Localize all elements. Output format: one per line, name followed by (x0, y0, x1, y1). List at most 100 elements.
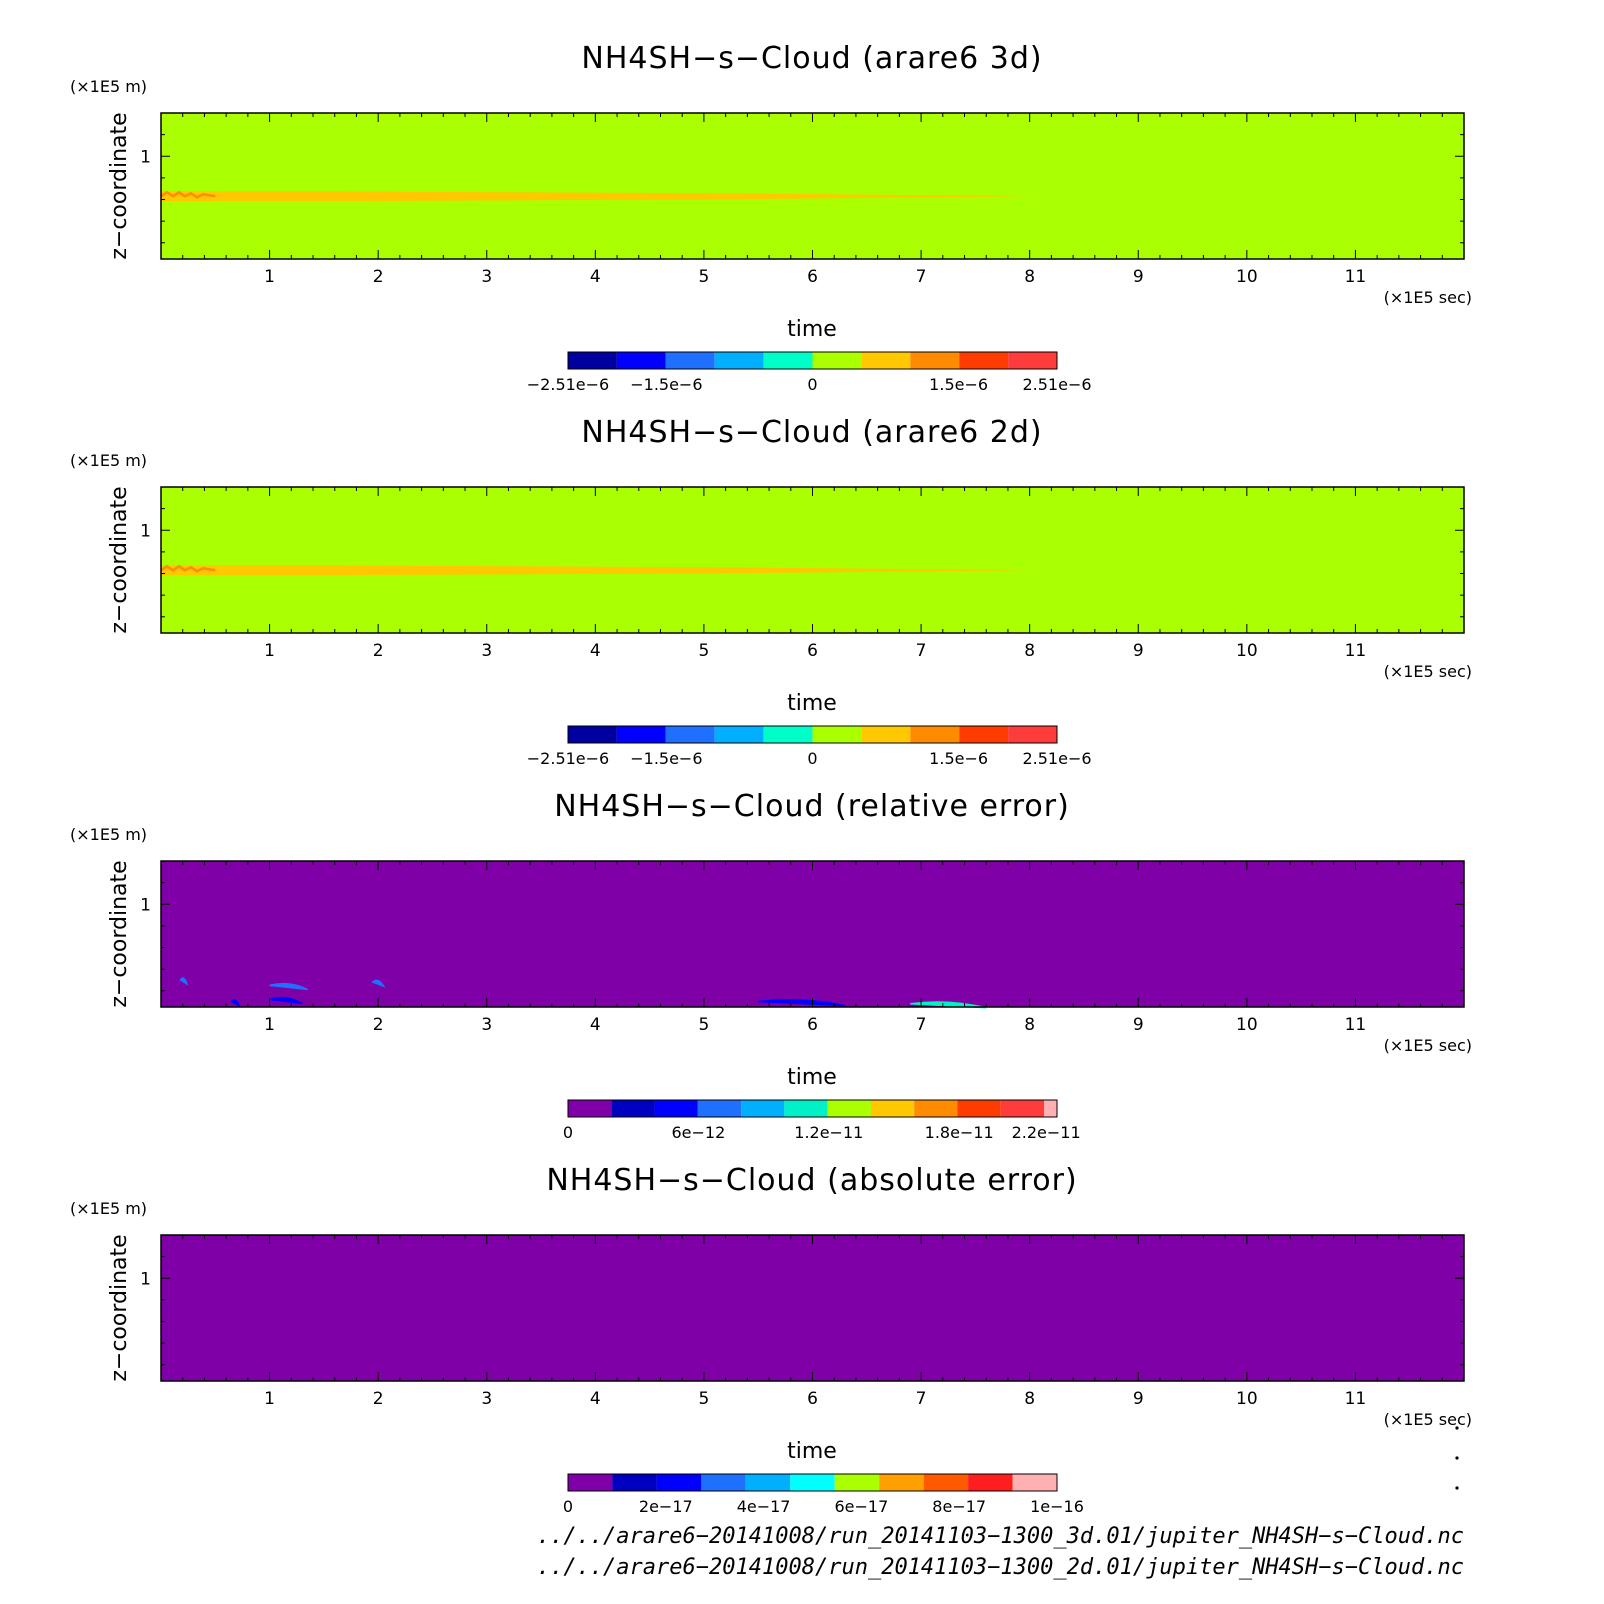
x-tick-label: 10 (1236, 267, 1258, 287)
x-tick-label: 4 (590, 267, 601, 287)
x-tick-label: 8 (1024, 1015, 1035, 1035)
colorbar-band (968, 1474, 1013, 1491)
colorbar-band (656, 1474, 702, 1491)
x-tick-label: 6 (807, 641, 818, 661)
x-tick-label: 8 (1024, 641, 1035, 661)
x-tick-label: 2 (373, 1015, 384, 1035)
x-tick-label: 9 (1133, 1389, 1144, 1409)
source-file-3d: ../../arare6−20141008/run_20141103−1300_… (536, 1524, 1464, 1549)
x-tick-label: 1 (264, 641, 275, 661)
colorbar-band (741, 1100, 785, 1117)
colorbar-band (665, 352, 715, 369)
colorbar-frame (567, 1099, 1058, 1118)
x-tick-label: 11 (1345, 1015, 1367, 1035)
x-axis-unit: (×1E5 sec) (1384, 1036, 1472, 1055)
y-tick-label: 1 (140, 895, 151, 915)
x-tick-label: 1 (264, 267, 275, 287)
colorbar-band (568, 726, 617, 743)
colorbar: 0 2e−17 4e−17 6e−17 8e−17 1e−16 (563, 1473, 1084, 1516)
colorbar-band (714, 352, 764, 369)
y-axis-label: z−coordinate (107, 1234, 132, 1381)
x-tick-label: 4 (590, 641, 601, 661)
colorbar-label: 1.5e−6 (929, 375, 988, 394)
plot-area (161, 861, 1464, 1007)
x-tick-label: 9 (1133, 267, 1144, 287)
x-tick-label: 7 (916, 641, 927, 661)
colorbar-label: 1.5e−6 (929, 749, 988, 768)
colorbar: −2.51e−6 −1.5e−6 0 1.5e−6 2.51e−6 (527, 725, 1092, 768)
y-axis-unit: (×1E5 m) (70, 825, 147, 844)
colorbar-frame (567, 725, 1058, 744)
colorbar-band (910, 726, 960, 743)
colorbar-label: 2e−17 (639, 1497, 693, 1516)
x-tick-label: 7 (916, 1015, 927, 1035)
colorbar-band (1008, 352, 1057, 369)
chart-title: NH4SH−s−Cloud (arare6 2d) (581, 415, 1042, 450)
colorbar-band (612, 1474, 657, 1491)
x-tick-label: 8 (1024, 1389, 1035, 1409)
chart-panel-3: NH4SH−s−Cloud (relative error) (×1E5 m) 1 2… (70, 789, 1472, 1142)
x-tick-label: 1 (264, 1389, 275, 1409)
x-tick-label: 5 (699, 641, 710, 661)
x-tick-label: 4 (590, 1015, 601, 1035)
colorbar-label: 1.2e−11 (794, 1123, 863, 1142)
x-tick-label: 1 (264, 1015, 275, 1035)
x-tick-label: 6 (807, 1389, 818, 1409)
colorbar-label: 2.51e−6 (1022, 375, 1091, 394)
x-tick-label: 7 (916, 267, 927, 287)
error-contour (269, 996, 303, 1005)
colorbar-band (861, 352, 911, 369)
colorbar-band (763, 726, 813, 743)
colorbar-frame (567, 1473, 1058, 1492)
y-axis-label: z−coordinate (107, 486, 132, 633)
x-tick-label: 3 (481, 267, 492, 287)
colorbar-band (697, 1100, 742, 1117)
colorbar-band (714, 726, 764, 743)
y-tick-label: 1 (140, 1269, 151, 1289)
colorbar-label: 1e−16 (1030, 1497, 1084, 1516)
colorbar-band (1000, 1100, 1045, 1117)
x-tick-label: 11 (1345, 641, 1367, 661)
x-tick-label: 5 (699, 1015, 710, 1035)
colorbar-band (654, 1100, 698, 1117)
y-axis-label: z−coordinate (107, 860, 132, 1007)
colorbar-band (959, 726, 1009, 743)
chart-panel-2: NH4SH−s−Cloud (arare6 2d) (×1E5 m) 1 2 3 4 5 6 7… (70, 415, 1472, 768)
x-tick-label: 3 (481, 1015, 492, 1035)
colorbar-band (1044, 1100, 1057, 1117)
colorbar-label: −2.51e−6 (527, 749, 609, 768)
cloud-band (161, 191, 1030, 202)
cloud-band (161, 565, 1030, 576)
x-tick-label: 5 (699, 1389, 710, 1409)
x-tick-label: 5 (699, 267, 710, 287)
x-axis-label: time (787, 1439, 837, 1464)
error-contour (230, 999, 241, 1008)
x-axis-label: time (787, 1065, 837, 1090)
error-contour (371, 979, 386, 988)
plot-area (161, 487, 1464, 633)
y-axis-unit: (×1E5 m) (70, 451, 147, 470)
x-axis-unit: (×1E5 sec) (1384, 1410, 1472, 1429)
colorbar-band (784, 1100, 828, 1117)
cloud-band-peak (160, 564, 216, 573)
x-tick-label: 2 (373, 267, 384, 287)
colorbar-label: 0 (807, 749, 817, 768)
colorbar-band (812, 352, 862, 369)
colorbar-label: 1.8e−11 (925, 1123, 994, 1142)
y-tick-label: 1 (140, 147, 151, 167)
colorbar-label: 6e−17 (835, 1497, 889, 1516)
colorbar-band (959, 352, 1009, 369)
colorbar-band (879, 1474, 924, 1491)
colorbar-band (870, 1100, 915, 1117)
x-axis-unit: (×1E5 sec) (1384, 288, 1472, 307)
x-axis-label: time (787, 691, 837, 716)
colorbar-label: −2.51e−6 (527, 375, 609, 394)
y-axis-unit: (×1E5 m) (70, 1199, 147, 1218)
colorbar-label: −1.5e−6 (630, 375, 702, 394)
colorbar-band (763, 352, 813, 369)
x-tick-label: 6 (807, 1015, 818, 1035)
colorbar-band (957, 1100, 1001, 1117)
colorbar-band (568, 1474, 613, 1491)
colorbar-band (834, 1474, 880, 1491)
